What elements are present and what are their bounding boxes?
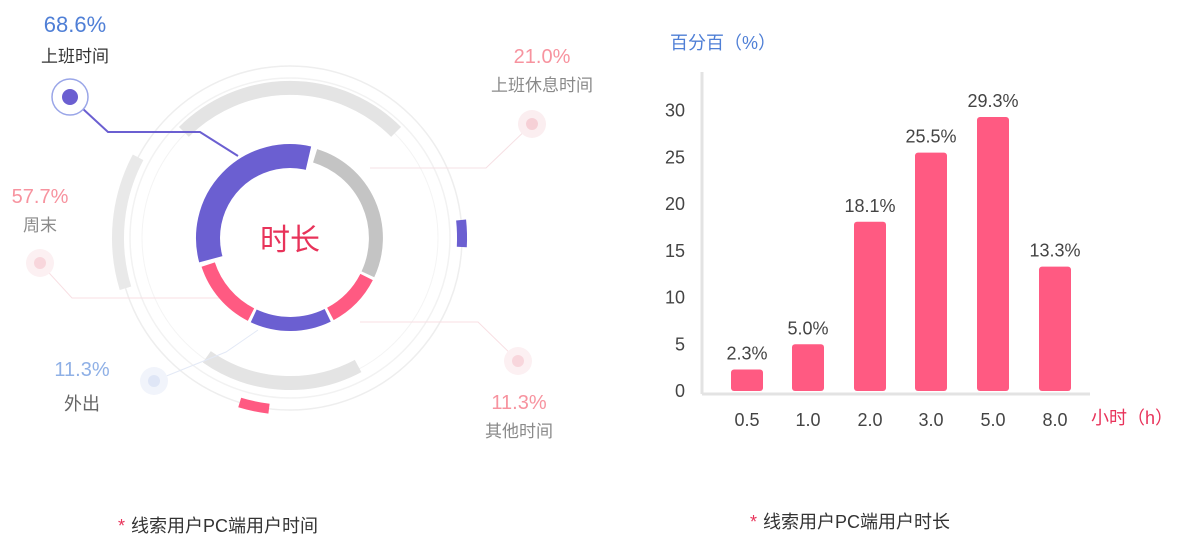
bar-value-label: 25.5% xyxy=(905,127,956,147)
bar-value-label: 29.3% xyxy=(967,91,1018,111)
x-axis-title: 小时（h） xyxy=(1091,408,1173,428)
bar-value-label: 5.0% xyxy=(787,318,828,338)
decor-arc-left xyxy=(111,154,144,291)
left-caption: * 线索用户PC端用户时间 xyxy=(118,512,318,538)
decor-arc-bottom xyxy=(202,351,362,391)
bar xyxy=(1039,266,1071,391)
bar-value-label: 2.3% xyxy=(726,343,767,363)
dot-weekend xyxy=(34,257,46,269)
bar xyxy=(792,344,824,391)
y-tick-label: 30 xyxy=(665,101,685,121)
y-tick-label: 5 xyxy=(675,334,685,354)
bar xyxy=(731,369,763,391)
donut-segment-purple-bottom xyxy=(250,308,331,331)
y-tick-label: 15 xyxy=(665,241,685,261)
x-tick-label: 3.0 xyxy=(918,410,943,430)
connector-outing xyxy=(153,329,259,382)
decor-arc-top xyxy=(178,80,402,137)
connector-break xyxy=(370,123,533,169)
bar-value-label: 13.3% xyxy=(1029,241,1080,261)
accent-arc-bottom xyxy=(238,397,270,414)
other-label: 其他时间 xyxy=(485,422,553,441)
bar xyxy=(915,152,947,391)
donut-segment-pink-left xyxy=(201,262,255,321)
outing-label: 外出 xyxy=(64,394,100,414)
outing-value: 11.3% xyxy=(54,359,109,381)
right-caption: * 线索用户PC端用户时长 xyxy=(750,508,950,534)
x-tick-label: 2.0 xyxy=(857,410,882,430)
dot-other xyxy=(512,355,524,367)
donut-segment-gray xyxy=(312,149,383,278)
x-tick-label: 0.5 xyxy=(734,410,759,430)
y-tick-label: 0 xyxy=(675,381,685,401)
left-caption-text: 线索用户PC端用户时间 xyxy=(131,516,319,536)
x-tick-label: 1.0 xyxy=(795,410,820,430)
left-caption-star: * xyxy=(118,516,126,536)
x-tick-label: 5.0 xyxy=(980,410,1005,430)
donut-segment-pink-right xyxy=(326,273,373,321)
break-value: 21.0% xyxy=(514,46,571,68)
center-label: 时长 xyxy=(260,224,320,257)
weekend-label: 周末 xyxy=(23,216,57,235)
bars: 2.3% 0.5 5.0% 1.0 18.1% 2.0 25.5% 3.0 29.3% 5.0 13… xyxy=(726,91,1080,430)
x-tick-label: 8.0 xyxy=(1042,410,1067,430)
weekend-value: 57.7% xyxy=(12,186,69,208)
dot-outing xyxy=(148,375,160,387)
radial-chart: 时长 68.6% 上班时间 21.0% 上班休息时间 57.7% 周末 11.3… xyxy=(12,12,593,441)
accent-arc-right xyxy=(456,219,468,248)
y-tick-label: 10 xyxy=(665,288,685,308)
donut-center xyxy=(220,168,360,308)
connector-other xyxy=(360,321,519,362)
break-label: 上班休息时间 xyxy=(491,76,593,95)
donut-segment-purple-top xyxy=(195,144,312,263)
dot-break xyxy=(526,118,538,130)
y-axis-title: 百分百（%） xyxy=(670,33,776,53)
y-ticks: 0 5 10 15 20 25 30 xyxy=(665,101,685,402)
y-tick-label: 25 xyxy=(665,147,685,167)
connector-weekend xyxy=(39,262,236,299)
other-value: 11.3% xyxy=(491,392,546,414)
right-caption-text: 线索用户PC端用户时长 xyxy=(763,512,951,532)
connector-work xyxy=(69,96,239,157)
right-caption-star: * xyxy=(750,512,758,532)
outer-ring-2 xyxy=(129,77,451,399)
y-tick-label: 20 xyxy=(665,194,685,214)
bar xyxy=(854,221,886,391)
bar-value-label: 18.1% xyxy=(844,196,895,216)
work-value: 68.6% xyxy=(44,12,106,37)
dot-work xyxy=(62,89,78,105)
work-label: 上班时间 xyxy=(41,47,109,66)
bar xyxy=(977,117,1009,392)
